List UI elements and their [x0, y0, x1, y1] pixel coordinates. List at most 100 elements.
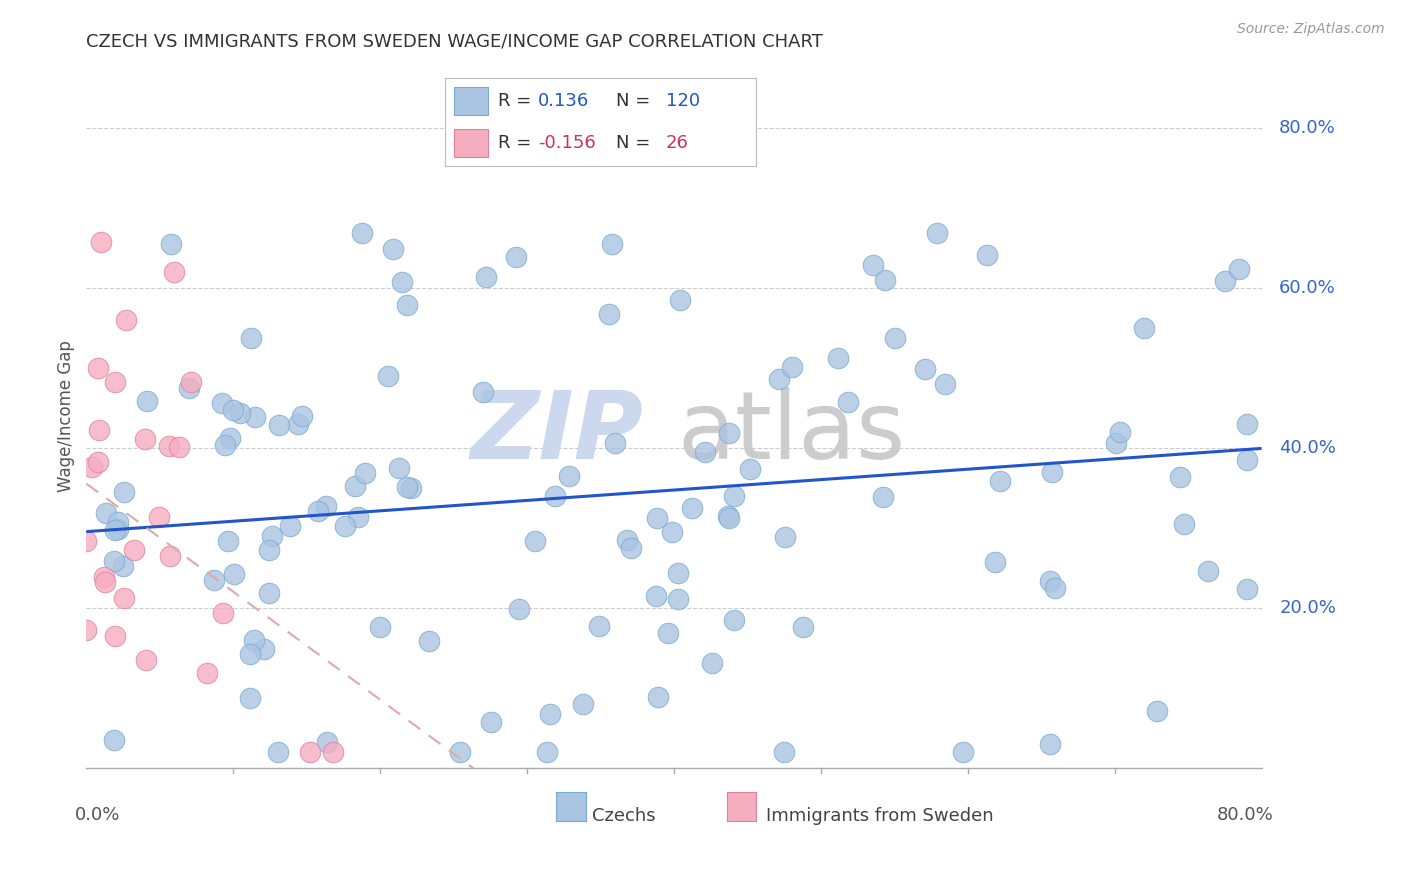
Point — [239, 690, 262, 705]
Point — [202, 573, 225, 587]
Point — [449, 745, 471, 759]
Point — [875, 273, 897, 287]
Point — [112, 559, 135, 574]
Point — [661, 524, 683, 539]
Point — [298, 745, 321, 759]
Point — [315, 499, 337, 513]
Point — [872, 491, 894, 505]
Point — [792, 620, 814, 634]
Point — [647, 690, 669, 704]
Point — [253, 642, 276, 657]
Point — [976, 248, 998, 262]
Point — [180, 375, 202, 389]
Point — [472, 384, 495, 399]
Point — [197, 666, 219, 681]
Point — [645, 511, 668, 525]
Point — [780, 360, 803, 375]
Point — [354, 466, 377, 480]
Point — [80, 460, 103, 475]
Point — [243, 409, 266, 424]
Text: Source: ZipAtlas.com: Source: ZipAtlas.com — [1237, 22, 1385, 37]
Point — [501, 133, 523, 147]
Point — [388, 461, 411, 475]
Point — [87, 423, 110, 437]
Point — [114, 485, 136, 500]
Point — [616, 533, 638, 547]
Point — [1168, 469, 1191, 483]
Point — [1236, 453, 1258, 467]
Point — [307, 504, 329, 518]
Point — [1173, 516, 1195, 531]
Point — [1227, 262, 1250, 277]
Point — [700, 657, 723, 671]
Point — [257, 586, 280, 600]
Point — [260, 529, 283, 543]
Point — [212, 606, 235, 620]
Point — [115, 312, 138, 326]
Point — [768, 372, 790, 386]
Point — [1236, 417, 1258, 431]
Point — [418, 634, 440, 648]
Point — [214, 438, 236, 452]
Point — [1040, 465, 1063, 479]
Point — [344, 479, 367, 493]
Point — [1108, 425, 1130, 439]
Point — [716, 509, 738, 524]
Point — [1039, 574, 1062, 589]
Point — [333, 519, 356, 533]
Point — [211, 396, 233, 410]
Point — [377, 369, 399, 384]
Y-axis label: Wage/Income Gap: Wage/Income Gap — [58, 340, 75, 491]
Point — [723, 489, 745, 503]
Text: ZIP: ZIP — [470, 387, 643, 479]
Point — [316, 734, 339, 748]
Point — [368, 620, 391, 634]
Point — [75, 623, 97, 637]
Point — [287, 417, 309, 431]
Point — [603, 436, 626, 450]
Point — [107, 522, 129, 536]
Point — [508, 602, 530, 616]
Point — [90, 235, 112, 249]
Point — [399, 481, 422, 495]
Point — [523, 534, 546, 549]
Point — [588, 619, 610, 633]
Point — [988, 474, 1011, 488]
Point — [93, 570, 115, 584]
Point — [222, 403, 245, 417]
Point — [103, 733, 125, 747]
Point — [219, 432, 242, 446]
Text: 60.0%: 60.0% — [1279, 278, 1336, 296]
Point — [179, 381, 201, 395]
Point — [775, 530, 797, 544]
Point — [557, 469, 579, 483]
Point — [1197, 564, 1219, 578]
Point — [159, 237, 181, 252]
Point — [122, 543, 145, 558]
Text: 20.0%: 20.0% — [1279, 599, 1336, 616]
Point — [94, 507, 117, 521]
Text: atlas: atlas — [678, 387, 905, 479]
Point — [620, 541, 643, 555]
Point — [934, 376, 956, 391]
Point — [322, 745, 344, 759]
Point — [395, 480, 418, 494]
Point — [1236, 582, 1258, 596]
Point — [159, 549, 181, 564]
Point — [681, 500, 703, 515]
Point — [391, 275, 413, 289]
Point — [693, 444, 716, 458]
Point — [239, 648, 262, 662]
Point — [536, 745, 558, 759]
Point — [740, 462, 762, 476]
Point — [772, 745, 794, 759]
Point — [87, 455, 110, 469]
Point — [104, 375, 127, 389]
Point — [167, 440, 190, 454]
Point — [347, 509, 370, 524]
Point — [239, 331, 262, 345]
Point — [1039, 737, 1062, 751]
Point — [952, 745, 974, 759]
Point — [600, 236, 623, 251]
Point — [666, 591, 689, 606]
